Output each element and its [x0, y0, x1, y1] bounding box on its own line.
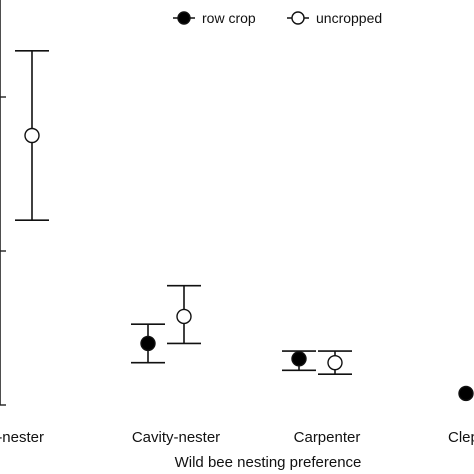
legend: row crop uncropped [173, 10, 382, 26]
data-point-uncropped [15, 49, 49, 221]
legend-item: row crop [173, 10, 256, 26]
data-point-row-crop [458, 385, 474, 402]
x-tick-label: -nester [0, 429, 44, 446]
legend-marker [177, 11, 191, 25]
legend-label: row crop [202, 10, 256, 26]
x-tick-label: Carpenter [294, 429, 361, 446]
point-marker [24, 127, 40, 144]
point-marker [140, 335, 156, 352]
legend-item: uncropped [287, 10, 382, 26]
point-marker [176, 308, 192, 325]
plot-area [15, 49, 474, 402]
point-marker [327, 354, 343, 371]
data-point-uncropped [318, 350, 352, 376]
x-tick-label: Clep [448, 429, 474, 446]
point-marker [458, 385, 474, 402]
y-axis-ticks [0, 96, 6, 406]
x-axis-tick-labels: -nester Cavity-nester Carpenter Clep [0, 429, 474, 446]
data-point-row-crop [131, 323, 165, 364]
legend-marker [291, 11, 305, 25]
data-point-uncropped [167, 284, 201, 345]
legend-label: uncropped [316, 10, 382, 26]
x-tick-label: Cavity-nester [132, 429, 220, 446]
x-axis-label: Wild bee nesting preference [175, 454, 362, 471]
point-marker [291, 351, 307, 367]
data-point-row-crop [282, 350, 316, 372]
